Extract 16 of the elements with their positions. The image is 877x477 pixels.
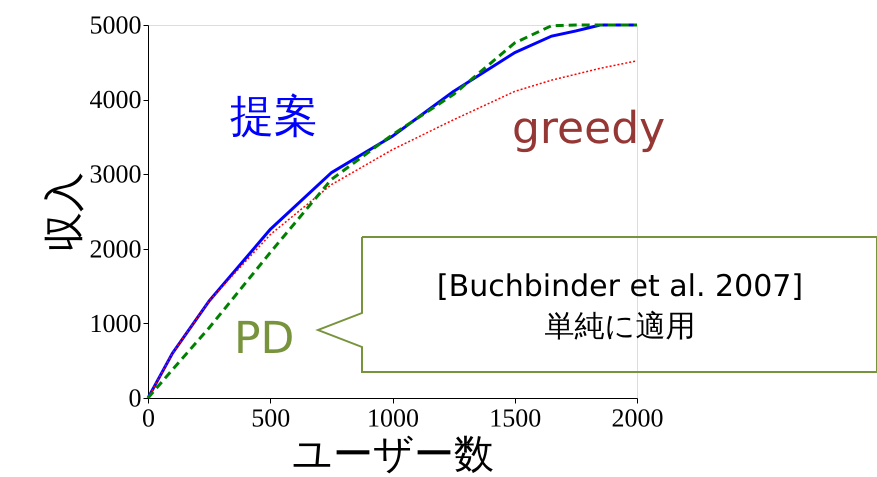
y-tick-label: 3000 (90, 160, 142, 189)
x-tick-label: 1000 (367, 404, 419, 432)
series-label: PD (234, 313, 294, 364)
y-tick-label: 4000 (90, 85, 142, 114)
annotation: [Buchbinder et al. 2007] 単純に適用 (436, 269, 804, 344)
series-label: greedy (512, 103, 666, 154)
y-tick-label: 2000 (90, 234, 142, 264)
y-tick-label: 5000 (90, 10, 142, 40)
series-label: 提案 (230, 91, 318, 142)
y-tick-label: 0 (128, 384, 142, 412)
x-tick-label: 2000 (612, 404, 664, 432)
x-axis-title: ユーザー数 (292, 432, 494, 477)
y-tick-label: 1000 (90, 308, 142, 338)
y-axis-title: 収入 (42, 172, 88, 252)
x-tick-label: 1500 (489, 404, 542, 432)
x-tick-label: 500 (251, 404, 290, 432)
